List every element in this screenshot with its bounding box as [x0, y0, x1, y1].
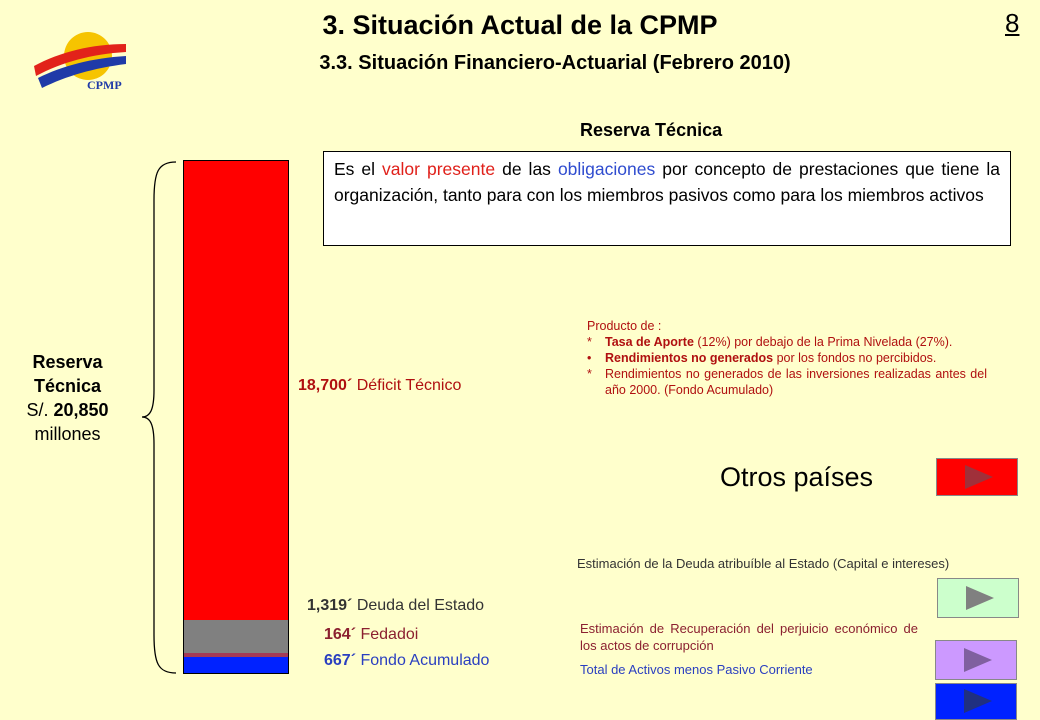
definition-highlight-valor-presente: valor presente	[382, 159, 496, 179]
definition-text-3: por concepto de prestaciones que tiene l…	[334, 159, 1000, 205]
definition-box: Es el valor presente de las obligaciones…	[323, 151, 1011, 246]
reserva-label-line2: Técnica	[33, 376, 102, 396]
label-deficit-tecnico: 18,700´ Déficit Técnico	[298, 377, 461, 395]
label-deuda-estado: 1,319´ Deuda del Estado	[307, 597, 484, 615]
estimacion-deuda-text: Estimación de la Deuda atribuíble al Est…	[577, 556, 950, 571]
definition-highlight-obligaciones: obligaciones	[557, 159, 656, 179]
deficit-text: Déficit Técnico	[352, 377, 462, 394]
fondo-value: 667´	[324, 652, 357, 669]
reserva-amount-line: S/. 20,850	[10, 398, 125, 422]
reserva-label-line1: Reserva	[32, 352, 103, 372]
otros-paises-button[interactable]	[936, 458, 1018, 496]
segment-fondo-acumulado	[184, 656, 288, 673]
reserva-prefix: S/.	[26, 400, 54, 420]
deuda-text: Deuda del Estado	[352, 597, 485, 614]
fedadoi-value: 164´	[324, 626, 357, 643]
list-item: * Tasa de Aporte (12%) por debajo de la P…	[587, 334, 987, 350]
segment-deuda-estado	[184, 620, 288, 653]
page-number-link[interactable]: 8	[1005, 8, 1020, 38]
page-title: 3. Situación Actual de la CPMP	[322, 10, 718, 40]
list-marker: *	[587, 335, 592, 349]
definition-heading: Reserva Técnica	[580, 120, 723, 140]
brace-icon	[141, 161, 177, 674]
segment-fedadoi	[184, 652, 288, 657]
deficit-value: 18,700´	[298, 377, 353, 394]
page-subtitle: 3.3. Situación Financiero-Actuarial (Feb…	[319, 52, 791, 74]
label-fedadoi: 164´ Fedadoi	[324, 626, 418, 644]
reserva-stacked-bar	[183, 160, 289, 674]
play-arrow-icon	[964, 689, 992, 713]
estimacion-recuperacion-text: Estimación de Recuperación del perjuicio…	[580, 621, 918, 653]
label-fondo-acumulado: 667´ Fondo Acumulado	[324, 652, 489, 670]
deuda-value: 1,319´	[307, 597, 353, 614]
total-activos-text: Total de Activos menos Pasivo Corriente	[580, 662, 813, 677]
play-arrow-icon	[965, 465, 993, 489]
reserva-tecnica-label: Reserva Técnica S/. 20,850 millones	[10, 350, 125, 446]
reserva-amount: 20,850	[53, 400, 109, 420]
estimacion-deuda-button[interactable]	[937, 578, 1019, 618]
play-arrow-icon	[964, 648, 992, 672]
producto-list: Producto de : * Tasa de Aporte (12%) por …	[587, 318, 987, 398]
logo-text: CPMP	[87, 78, 122, 92]
total-activos-button[interactable]	[935, 683, 1017, 720]
definition-text-2: de las	[495, 159, 558, 179]
fedadoi-text: Fedadoi	[356, 626, 419, 643]
list-item-text: Rendimientos no generados de las inversi…	[605, 367, 987, 397]
otros-paises-label: Otros países	[720, 462, 874, 492]
list-marker: •	[587, 351, 592, 365]
list-item-text: (12%) por debajo de la Prima Nivelada (2…	[693, 335, 953, 349]
segment-deficit-tecnico	[184, 161, 288, 621]
producto-heading: Producto de :	[587, 319, 662, 333]
list-item: * Rendimientos no generados de las invers…	[587, 366, 987, 398]
cpmp-logo: CPMP	[30, 22, 140, 102]
list-item: • Rendimientos no generados por los fondo…	[587, 350, 987, 366]
list-item-text: por los fondos no percibidos.	[773, 351, 937, 365]
estimacion-recuperacion-button[interactable]	[935, 640, 1017, 680]
list-item-bold: Rendimientos no generados	[605, 351, 774, 365]
list-marker: *	[587, 367, 592, 381]
list-item-bold: Tasa de Aporte	[605, 335, 694, 349]
definition-text-1: Es el	[334, 159, 383, 179]
play-arrow-icon	[966, 586, 994, 610]
reserva-label-line4: millones	[34, 424, 101, 444]
fondo-text: Fondo Acumulado	[356, 652, 490, 669]
